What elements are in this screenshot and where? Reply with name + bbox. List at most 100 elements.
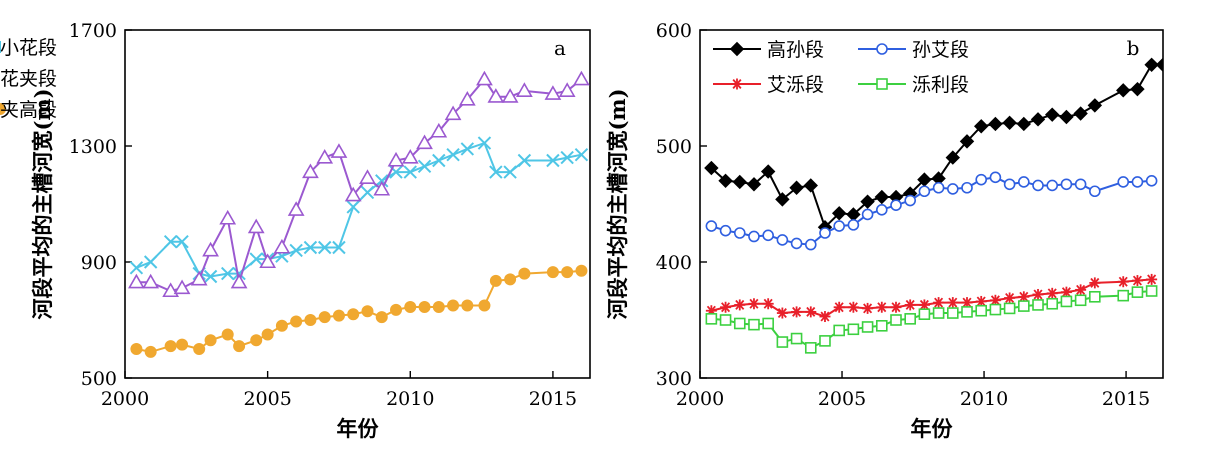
data-point — [317, 240, 332, 255]
data-point — [819, 311, 831, 323]
data-point — [1089, 290, 1101, 303]
data-point — [1060, 295, 1073, 308]
data-point — [375, 174, 389, 188]
data-point — [719, 314, 732, 326]
data-point — [733, 317, 746, 330]
y-tick-label: 600 — [656, 20, 692, 42]
y-tick-label: 1700 — [69, 20, 117, 42]
legend-entry: 泺利段 — [858, 74, 969, 96]
data-point — [1145, 175, 1158, 187]
data-point — [304, 314, 317, 326]
data-point — [732, 174, 747, 190]
legend-entry: 艾泺段 — [713, 74, 824, 96]
data-point — [719, 224, 732, 237]
plot-frame — [124, 29, 591, 379]
data-point — [959, 134, 975, 149]
data-point — [776, 336, 789, 348]
data-point — [989, 171, 1002, 184]
data-point — [1117, 289, 1130, 302]
x-axis-title: 年份 — [911, 416, 954, 441]
data-point — [746, 177, 762, 192]
data-point — [221, 328, 234, 341]
data-point — [1089, 277, 1101, 289]
data-point — [517, 153, 532, 168]
data-point — [974, 119, 989, 134]
data-point — [932, 307, 945, 319]
data-point — [989, 303, 1002, 316]
data-point — [233, 340, 246, 353]
data-point — [833, 220, 845, 232]
data-point — [790, 237, 803, 250]
data-point — [1131, 286, 1144, 298]
data-point — [1131, 275, 1143, 287]
series-line — [136, 141, 582, 278]
data-point — [861, 321, 874, 333]
data-point — [804, 238, 817, 251]
data-point — [1032, 179, 1044, 192]
data-point — [128, 273, 145, 289]
data-point — [904, 194, 916, 207]
data-point — [359, 169, 376, 184]
data-point — [762, 229, 774, 242]
data-point — [247, 218, 265, 234]
data-point — [346, 200, 360, 214]
legend-entry: 夹高段 — [0, 99, 57, 121]
data-point — [734, 299, 746, 311]
data-point — [874, 189, 889, 205]
data-point — [275, 319, 288, 332]
data-point — [1003, 302, 1016, 315]
data-point — [961, 297, 973, 309]
data-point — [204, 334, 217, 347]
data-point — [1018, 176, 1030, 188]
data-point — [847, 323, 860, 336]
data-point — [705, 313, 718, 325]
data-point — [164, 340, 177, 353]
series-open-square — [705, 285, 1158, 354]
data-point — [847, 301, 859, 313]
data-point — [202, 241, 219, 257]
data-point — [890, 314, 902, 326]
data-point — [803, 178, 818, 193]
data-point — [1046, 287, 1058, 299]
data-point — [947, 183, 959, 195]
legend-label: 孙艾段 — [912, 39, 969, 61]
data-point — [831, 206, 847, 221]
data-point — [975, 304, 988, 317]
series-diamond — [704, 57, 1163, 235]
data-point — [1060, 178, 1073, 191]
data-point — [862, 302, 874, 314]
data-point — [819, 227, 831, 239]
data-point — [748, 298, 760, 310]
legend-marker — [731, 78, 743, 90]
data-point — [1046, 297, 1059, 310]
data-point — [558, 82, 576, 97]
data-point — [1146, 273, 1158, 285]
data-point — [417, 159, 432, 174]
data-point — [860, 194, 875, 209]
legend-entry: 高孙段 — [713, 39, 824, 61]
data-point — [162, 282, 180, 298]
x-tick-label: 2010 — [960, 388, 1008, 410]
data-point — [819, 335, 831, 347]
data-point — [390, 303, 403, 316]
y-axis-title: 河段平均的主槽河宽(m) — [605, 88, 630, 319]
data-point — [446, 147, 460, 162]
data-point — [387, 151, 405, 167]
legend-label: 艾泺段 — [767, 74, 824, 96]
legend-marker — [0, 103, 6, 115]
data-point — [890, 199, 902, 211]
data-point — [176, 338, 189, 351]
data-point — [219, 209, 237, 225]
series-circle — [130, 264, 588, 358]
data-point — [918, 185, 931, 198]
data-point — [1016, 116, 1032, 132]
x-axis-title: 年份 — [337, 416, 380, 441]
x-tick-label: 2000 — [676, 388, 724, 410]
x-tick-label: 2015 — [1102, 388, 1150, 410]
data-point — [403, 165, 417, 179]
x-tick-label: 2005 — [818, 388, 866, 410]
y-tick-label: 900 — [81, 252, 117, 274]
panel-label: b — [1127, 36, 1140, 60]
data-point — [289, 243, 303, 258]
data-point — [705, 220, 718, 232]
